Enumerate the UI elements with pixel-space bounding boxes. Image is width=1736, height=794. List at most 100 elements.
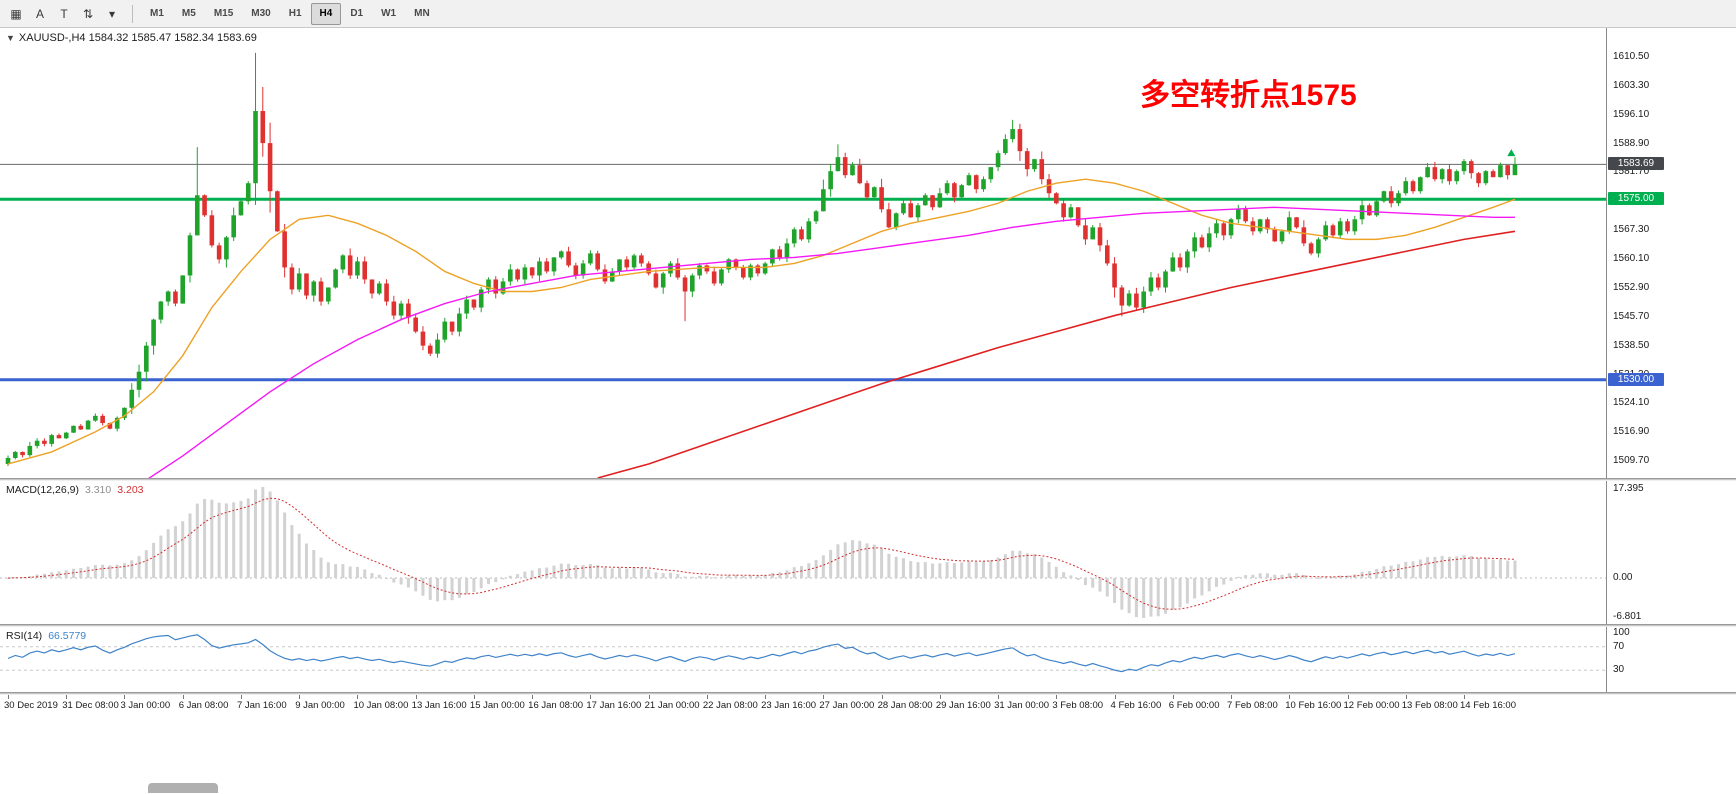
- macd-histogram-bar: [1011, 550, 1015, 578]
- macd-histogram-bar: [843, 542, 847, 578]
- panel-divider-1[interactable]: [0, 478, 1736, 481]
- time-tick: [1464, 695, 1465, 699]
- timeframe-w1[interactable]: W1: [381, 8, 397, 19]
- candle-body: [602, 269, 608, 282]
- timeframe-h1[interactable]: H1: [288, 8, 302, 19]
- candle-body: [1054, 193, 1059, 204]
- candle-body: [522, 267, 528, 280]
- timeframe-h4[interactable]: H4: [310, 2, 342, 25]
- macd-histogram-bar: [450, 577, 454, 601]
- macd-plot-area[interactable]: MACD(12,26,9) 3.310 3.203: [0, 481, 1606, 624]
- collapse-icon[interactable]: ▼: [6, 33, 15, 43]
- macd-histogram-bar: [1382, 566, 1386, 578]
- timeframe-m1[interactable]: M1: [150, 8, 164, 19]
- macd-histogram-bar: [574, 565, 578, 578]
- macd-histogram-bar: [1047, 561, 1051, 578]
- candle-body: [908, 203, 914, 218]
- macd-histogram-bar: [1032, 554, 1036, 578]
- time-tick: [1347, 695, 1349, 699]
- candle-body: [515, 269, 520, 280]
- scale-toggle-icon[interactable]: ⇅: [82, 6, 94, 21]
- macd-histogram-bar: [355, 566, 359, 578]
- macd-histogram-bar: [385, 577, 389, 579]
- time-tick: [706, 695, 708, 699]
- macd-histogram-bar: [1018, 550, 1022, 578]
- candle-body: [762, 263, 768, 274]
- macd-histogram-bar: [21, 577, 25, 579]
- candle-body: [260, 111, 266, 144]
- text-tool-icon[interactable]: T: [60, 6, 68, 21]
- macd-histogram-bar: [1404, 561, 1408, 578]
- candle-body: [464, 299, 469, 314]
- time-tick: [1289, 695, 1291, 699]
- candle-body: [668, 263, 673, 274]
- candle-body: [49, 435, 54, 444]
- time-tick: [765, 695, 767, 699]
- candle-body: [1017, 129, 1023, 152]
- price-tick: 1552.90: [1613, 281, 1650, 293]
- candle-body: [631, 255, 637, 268]
- macd-histogram-bar: [1222, 577, 1226, 585]
- ma-mid-magenta: [148, 206, 1515, 478]
- candle-body: [289, 267, 295, 290]
- time-axis[interactable]: 30 Dec 2019 31 Dec 08:00 3 Jan 00:00 6 Jan …: [0, 695, 1736, 717]
- candle-body: [245, 183, 251, 202]
- macd-histogram-bar: [1375, 568, 1379, 578]
- macd-histogram-bar: [967, 561, 971, 578]
- candle-body: [267, 143, 273, 192]
- candle-body: [420, 331, 426, 346]
- panel-divider-3[interactable]: [0, 692, 1736, 695]
- rsi-plot-area[interactable]: RSI(14) 66.5779: [0, 627, 1606, 692]
- timeframe-d1[interactable]: D1: [350, 8, 364, 19]
- macd-histogram-bar: [887, 553, 891, 578]
- candle-body: [711, 271, 717, 284]
- candle-body: [1257, 219, 1263, 232]
- rsi-scale[interactable]: 100 70 30: [1606, 627, 1736, 692]
- candle-body: [682, 277, 688, 292]
- chart-grid-icon[interactable]: ▦: [10, 6, 22, 21]
- candle-body: [1192, 237, 1197, 252]
- price-tick: 1581.70: [1613, 166, 1650, 178]
- timeframe-m15[interactable]: M15: [213, 8, 234, 19]
- candle-body: [639, 255, 644, 264]
- candle-body: [719, 269, 724, 284]
- candle-body: [558, 251, 564, 258]
- candle-body: [209, 215, 215, 246]
- candle-body: [449, 321, 455, 332]
- macd-histogram-bar: [996, 557, 1000, 578]
- timeframe-m30[interactable]: M30: [251, 8, 271, 19]
- candle-body: [973, 175, 979, 190]
- candle-body: [151, 319, 156, 346]
- candle-body: [282, 231, 287, 268]
- timeframe-m5[interactable]: M5: [181, 8, 196, 19]
- macd-histogram-bar: [443, 577, 447, 601]
- current-price-label: 1583.69: [1608, 157, 1664, 171]
- panel-divider-2[interactable]: [0, 624, 1736, 627]
- candle-body: [1301, 227, 1307, 244]
- candle-body: [304, 273, 309, 296]
- macd-histogram-bar: [377, 574, 381, 578]
- rsi-panel: RSI(14) 66.5779 100 70 30: [0, 627, 1736, 692]
- price-plot-area[interactable]: ▼ XAUUSD-,H4 1584.32 1585.47 1582.34 1583…: [0, 28, 1606, 478]
- price-scale[interactable]: 1610.501603.301596.101588.901581.701574.…: [1606, 28, 1736, 478]
- candle-body: [733, 259, 739, 268]
- candle-body: [238, 201, 244, 216]
- candle-body: [296, 273, 302, 290]
- dropdown-caret-icon[interactable]: ▾: [108, 6, 116, 21]
- timeframe-mn[interactable]: MN: [414, 8, 430, 19]
- cursor-tool-icon[interactable]: A: [35, 6, 44, 21]
- candle-body: [872, 187, 877, 198]
- macd-scale-tick: -6.801: [1613, 611, 1642, 622]
- macd-histogram-bar: [261, 487, 265, 578]
- ma-slow-red: [597, 230, 1516, 478]
- time-label: 10 Feb 16:00: [1285, 700, 1342, 711]
- candle-body: [566, 251, 571, 266]
- macd-histogram-bar: [1236, 576, 1240, 578]
- time-label: 3 Jan 00:00: [120, 700, 171, 711]
- macd-histogram-bar: [1506, 560, 1510, 578]
- candle-body: [1294, 217, 1299, 228]
- candle-body: [1468, 161, 1474, 174]
- macd-scale[interactable]: 17.395 0.00 -6.801: [1606, 481, 1736, 624]
- macd-histogram-bar: [952, 563, 956, 578]
- macd-histogram-bar: [1338, 575, 1342, 578]
